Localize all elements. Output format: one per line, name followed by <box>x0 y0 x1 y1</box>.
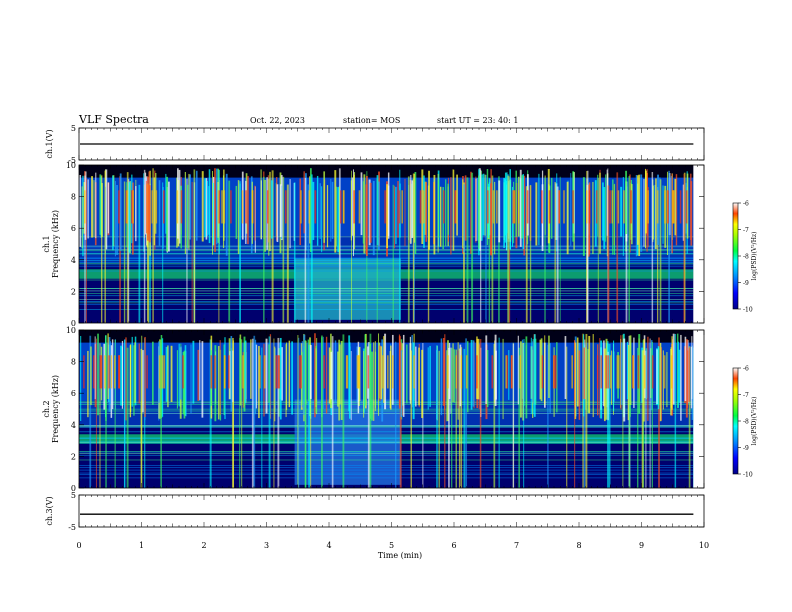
time-axis: 0 1 2 3 4 5 6 7 8 9 10 <box>76 541 709 550</box>
date-label: Oct. 22, 2023 <box>250 116 305 125</box>
y-tick-label: 8 <box>71 358 76 367</box>
y-tick-label: 10 <box>66 326 76 335</box>
x-tick-label: 10 <box>699 541 709 550</box>
colorbar-tick-label: -6 <box>743 366 749 373</box>
colorbar-ch1-spectrogram: -6 -7 -8 -9 -10 log(PSD)(V²/Hz) <box>732 201 758 314</box>
y-tick-label: 0 <box>71 484 76 493</box>
station-label: station= MOS <box>343 116 400 125</box>
y-tick-label: 2 <box>71 452 76 461</box>
y-axis-label: Frequency (kHz) <box>51 210 60 278</box>
spectrogram-ch1-spectrogram <box>79 165 704 323</box>
colorbar-ch2-spectrogram: -6 -7 -8 -9 -10 log(PSD)(V²/Hz) <box>732 366 758 479</box>
colorbar-tick-label: -7 <box>743 227 749 234</box>
colorbar-tick-label: -8 <box>743 419 749 426</box>
colorbar-tick-label: -10 <box>743 307 753 314</box>
x-tick-label: 2 <box>201 541 206 550</box>
spectrogram-ch2-spectrogram <box>79 330 704 488</box>
x-tick-label: 0 <box>76 541 81 550</box>
frame-ch2-spectrogram: 0 2 4 6 8 10 ch.2 Frequency (kHz) <box>42 326 705 493</box>
colorbar-tick-label: -7 <box>743 392 749 399</box>
x-tick-label: 4 <box>326 541 331 550</box>
colorbar-tick-label: -6 <box>743 201 749 208</box>
colorbar-tick-label: -9 <box>743 445 749 452</box>
y-axis-label: ch.3(V) <box>45 496 54 525</box>
x-tick-label: 1 <box>139 541 144 550</box>
y-tick-label: 5 <box>71 124 76 133</box>
x-tick-label: 9 <box>639 541 644 550</box>
y-tick-label: 4 <box>71 421 76 430</box>
y-tick-label: 6 <box>71 389 76 398</box>
colorbar-tick-label: -10 <box>743 472 753 479</box>
y-tick-label: 5 <box>71 491 76 500</box>
y-tick-label: 2 <box>71 287 76 296</box>
colorbars: -6 -7 -8 -9 -10 log(PSD)(V²/Hz) -6 -7 -8 -9 -10 log… <box>732 201 758 479</box>
y-tick-label: -5 <box>68 156 76 165</box>
colorbar-tick-label: -8 <box>743 254 749 261</box>
x-tick-label: 6 <box>451 541 456 550</box>
frame-ch1-voltage: 5 -5 ch.1(V) <box>45 124 705 165</box>
spectrogram-layer <box>79 143 704 515</box>
colorbar-tick-label: -9 <box>743 280 749 287</box>
x-tick-label: 3 <box>264 541 269 550</box>
y-tick-label: 8 <box>71 193 76 202</box>
start-ut-label: start UT = 23: 40: 1 <box>437 116 518 125</box>
colorbar-label: log(PSD)(V²/Hz) <box>751 232 758 281</box>
frame-ch1-spectrogram: 0 2 4 6 8 10 ch.1 Frequency (kHz) <box>42 161 705 328</box>
colorbar-gradient <box>732 367 739 475</box>
figure-title: VLF Spectra <box>78 113 149 126</box>
y-tick-label: 0 <box>71 319 76 328</box>
x-tick-label: 8 <box>576 541 581 550</box>
y-axis-label: ch.1(V) <box>45 129 54 158</box>
y-axis-label: ch.1 <box>42 235 51 252</box>
y-tick-label: 10 <box>66 161 76 170</box>
y-axis-label: ch.2 <box>42 400 51 417</box>
x-tick-label: 7 <box>514 541 519 550</box>
y-tick-label: 6 <box>71 224 76 233</box>
frame-ch3-voltage: 5 -5 ch.3(V) <box>45 491 705 532</box>
y-tick-label: -5 <box>68 523 76 532</box>
colorbar-gradient <box>732 202 739 310</box>
y-tick-label: 4 <box>71 256 76 265</box>
y-axis-label: Frequency (kHz) <box>51 375 60 443</box>
x-axis-label: Time (min) <box>378 551 422 560</box>
colorbar-label: log(PSD)(V²/Hz) <box>751 397 758 446</box>
x-tick-label: 5 <box>389 541 394 550</box>
